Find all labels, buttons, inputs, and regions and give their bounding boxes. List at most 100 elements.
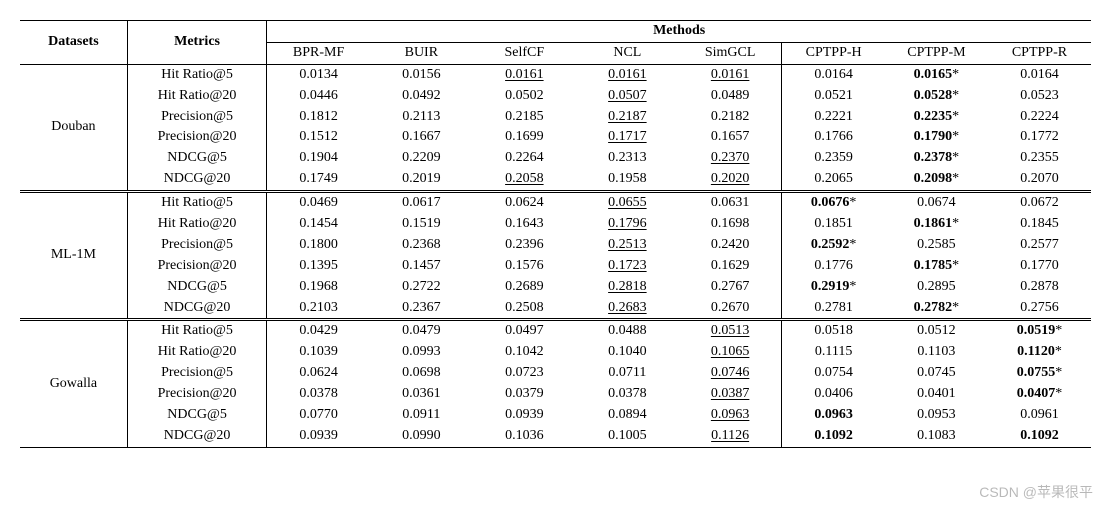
table-body: DoubanHit Ratio@50.01340.01560.01610.016…: [20, 64, 1091, 447]
cell-value: 0.1629: [679, 256, 782, 277]
cell-value: 0.1040: [576, 342, 679, 363]
metric-label: Hit Ratio@20: [127, 342, 267, 363]
cell-value: 0.0655: [576, 192, 679, 214]
header-metrics: Metrics: [127, 21, 267, 65]
metric-label: Hit Ratio@5: [127, 192, 267, 214]
header-method-bpr-mf: BPR-MF: [267, 42, 370, 64]
cell-value: 0.0361: [370, 384, 473, 405]
cell-value: 0.0939: [473, 405, 576, 426]
cell-value: 0.2113: [370, 107, 473, 128]
cell-value: 0.1120*: [988, 342, 1091, 363]
cell-value: 0.0429: [267, 320, 370, 342]
cell-value: 0.0631: [679, 192, 782, 214]
cell-value: 0.2756: [988, 298, 1091, 320]
cell-value: 0.0624: [267, 363, 370, 384]
results-table: DatasetsMetricsMethodsBPR-MFBUIRSelfCFNC…: [20, 20, 1091, 448]
cell-value: 0.0479: [370, 320, 473, 342]
cell-value: 0.0387: [679, 384, 782, 405]
cell-value: 0.0746: [679, 363, 782, 384]
cell-value: 0.0134: [267, 64, 370, 85]
metric-label: Hit Ratio@20: [127, 214, 267, 235]
metric-label: Precision@5: [127, 363, 267, 384]
cell-value: 0.1395: [267, 256, 370, 277]
metric-label: NDCG@20: [127, 169, 267, 191]
cell-value: 0.1717: [576, 127, 679, 148]
cell-value: 0.1036: [473, 426, 576, 447]
cell-value: 0.1861*: [885, 214, 988, 235]
table-header: DatasetsMetricsMethodsBPR-MFBUIRSelfCFNC…: [20, 21, 1091, 65]
cell-value: 0.1454: [267, 214, 370, 235]
cell-value: 0.2313: [576, 148, 679, 169]
metric-label: NDCG@5: [127, 148, 267, 169]
cell-value: 0.0755*: [988, 363, 1091, 384]
metric-label: NDCG@20: [127, 298, 267, 320]
cell-value: 0.1749: [267, 169, 370, 191]
cell-value: 0.2878: [988, 277, 1091, 298]
cell-value: 0.1457: [370, 256, 473, 277]
cell-value: 0.0378: [576, 384, 679, 405]
cell-value: 0.2355: [988, 148, 1091, 169]
cell-value: 0.1103: [885, 342, 988, 363]
cell-value: 0.0911: [370, 405, 473, 426]
cell-value: 0.1667: [370, 127, 473, 148]
cell-value: 0.0497: [473, 320, 576, 342]
cell-value: 0.1519: [370, 214, 473, 235]
cell-value: 0.0406: [782, 384, 885, 405]
cell-value: 0.0624: [473, 192, 576, 214]
cell-value: 0.0961: [988, 405, 1091, 426]
cell-value: 0.1083: [885, 426, 988, 447]
cell-value: 0.2187: [576, 107, 679, 128]
cell-value: 0.1699: [473, 127, 576, 148]
cell-value: 0.0492: [370, 86, 473, 107]
cell-value: 0.0165*: [885, 64, 988, 85]
cell-value: 0.1126: [679, 426, 782, 447]
metric-label: Precision@20: [127, 256, 267, 277]
dataset-gowalla: Gowalla: [20, 320, 127, 447]
cell-value: 0.0469: [267, 192, 370, 214]
header-datasets: Datasets: [20, 21, 127, 65]
cell-value: 0.0164: [988, 64, 1091, 85]
cell-value: 0.1723: [576, 256, 679, 277]
cell-value: 0.1851: [782, 214, 885, 235]
cell-value: 0.0993: [370, 342, 473, 363]
metric-label: Precision@20: [127, 127, 267, 148]
cell-value: 0.0963: [782, 405, 885, 426]
metric-label: NDCG@20: [127, 426, 267, 447]
cell-value: 0.2919*: [782, 277, 885, 298]
cell-value: 0.2592*: [782, 235, 885, 256]
cell-value: 0.2182: [679, 107, 782, 128]
cell-value: 0.2378*: [885, 148, 988, 169]
cell-value: 0.2670: [679, 298, 782, 320]
cell-value: 0.2396: [473, 235, 576, 256]
metric-label: Hit Ratio@20: [127, 86, 267, 107]
cell-value: 0.2224: [988, 107, 1091, 128]
cell-value: 0.0401: [885, 384, 988, 405]
cell-value: 0.2065: [782, 169, 885, 191]
cell-value: 0.0518: [782, 320, 885, 342]
cell-value: 0.0723: [473, 363, 576, 384]
metric-label: Precision@5: [127, 235, 267, 256]
cell-value: 0.2722: [370, 277, 473, 298]
cell-value: 0.0894: [576, 405, 679, 426]
cell-value: 0.1790*: [885, 127, 988, 148]
cell-value: 0.1845: [988, 214, 1091, 235]
dataset-douban: Douban: [20, 64, 127, 191]
cell-value: 0.2370: [679, 148, 782, 169]
cell-value: 0.2508: [473, 298, 576, 320]
cell-value: 0.0770: [267, 405, 370, 426]
cell-value: 0.1772: [988, 127, 1091, 148]
header-method-cptpp-m: CPTPP-M: [885, 42, 988, 64]
metric-label: Hit Ratio@5: [127, 64, 267, 85]
cell-value: 0.0953: [885, 405, 988, 426]
cell-value: 0.2019: [370, 169, 473, 191]
cell-value: 0.1039: [267, 342, 370, 363]
cell-value: 0.0674: [885, 192, 988, 214]
cell-value: 0.2782*: [885, 298, 988, 320]
cell-value: 0.1065: [679, 342, 782, 363]
cell-value: 0.0161: [576, 64, 679, 85]
header-method-cptpp-r: CPTPP-R: [988, 42, 1091, 64]
cell-value: 0.0754: [782, 363, 885, 384]
cell-value: 0.1904: [267, 148, 370, 169]
cell-value: 0.1800: [267, 235, 370, 256]
cell-value: 0.0513: [679, 320, 782, 342]
